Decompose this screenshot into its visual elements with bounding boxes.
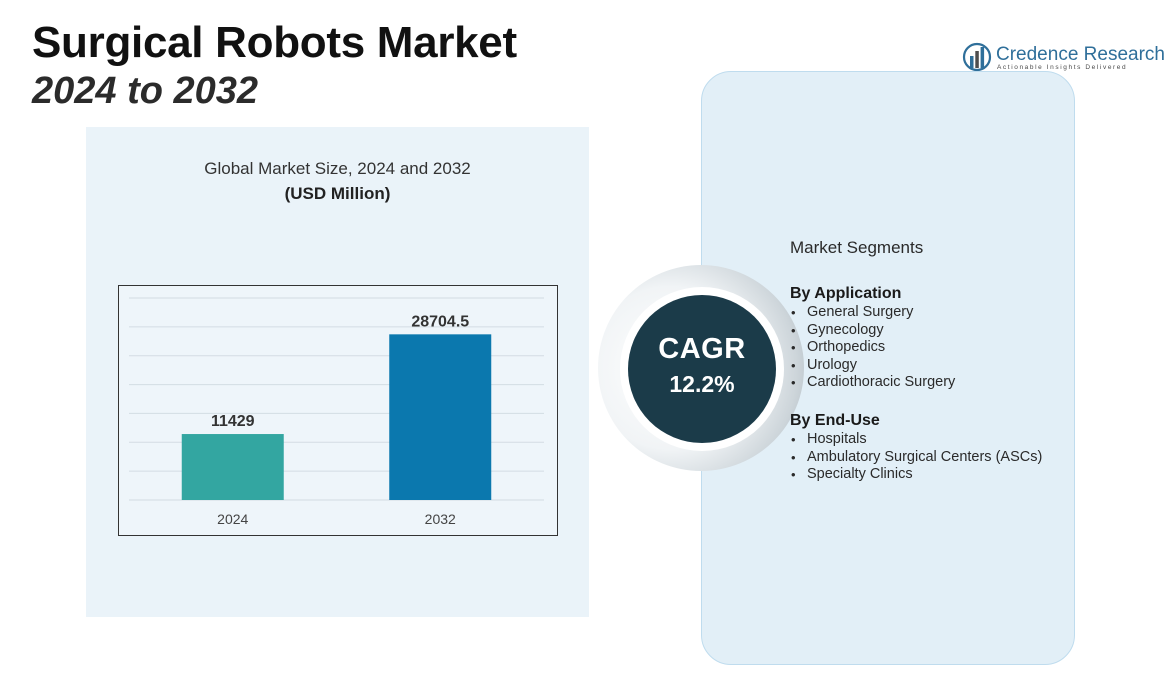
cagr-value: 12.2% bbox=[669, 371, 735, 397]
segment-item: Specialty Clinics bbox=[790, 466, 1042, 484]
data-label-2032: 28704.5 bbox=[411, 313, 469, 330]
segment-group-application: By Application General Surgery Gynecolog… bbox=[790, 285, 955, 392]
chart-unit-label: (USD Million) bbox=[284, 184, 391, 203]
segment-item: Ambulatory Surgical Centers (ASCs) bbox=[790, 449, 1042, 467]
bar-2032 bbox=[389, 334, 492, 500]
data-label-2024: 11429 bbox=[211, 413, 255, 430]
logo-tagline: Actionable Insights Delivered bbox=[997, 64, 1128, 71]
bar-chart: 11429 2024 28704.5 2032 bbox=[129, 297, 544, 527]
logo-name: Credence Research bbox=[996, 44, 1165, 65]
segment-item: Cardiothoracic Surgery bbox=[790, 374, 955, 392]
chart-title: Global Market Size, 2024 and 2032 bbox=[204, 159, 471, 178]
bar-2024 bbox=[181, 434, 284, 500]
chart-frame: 11429 2024 28704.5 2032 bbox=[118, 285, 558, 536]
segment-item: General Surgery bbox=[790, 304, 955, 322]
segments-heading: Market Segments bbox=[790, 238, 924, 257]
cagr-badge: CAGR 12.2% bbox=[628, 295, 776, 443]
segment-item: Hospitals bbox=[790, 431, 1042, 449]
page-title: Surgical Robots Market bbox=[32, 18, 517, 67]
segment-group-end-use: By End-Use Hospitals Ambulatory Surgical… bbox=[790, 412, 1042, 484]
segment-group-title: By Application bbox=[790, 285, 902, 302]
x-tick-label-2024: 2024 bbox=[217, 511, 248, 527]
segment-list: Hospitals Ambulatory Surgical Centers (A… bbox=[790, 431, 1042, 484]
page-subtitle: 2024 to 2032 bbox=[32, 70, 259, 112]
segment-list: General Surgery Gynecology Orthopedics U… bbox=[790, 304, 955, 392]
x-tick-label-2032: 2032 bbox=[425, 511, 456, 527]
segment-item: Gynecology bbox=[790, 322, 955, 340]
chart-panel: Global Market Size, 2024 and 2032 (USD M… bbox=[86, 127, 589, 617]
segment-item: Urology bbox=[790, 357, 955, 375]
bar-chart-logo-icon bbox=[962, 42, 992, 72]
segment-group-title: By End-Use bbox=[790, 412, 880, 429]
cagr-label: CAGR bbox=[658, 333, 746, 365]
brand-logo[interactable]: Credence Research Actionable Insights De… bbox=[962, 42, 1165, 76]
segment-item: Orthopedics bbox=[790, 339, 955, 357]
